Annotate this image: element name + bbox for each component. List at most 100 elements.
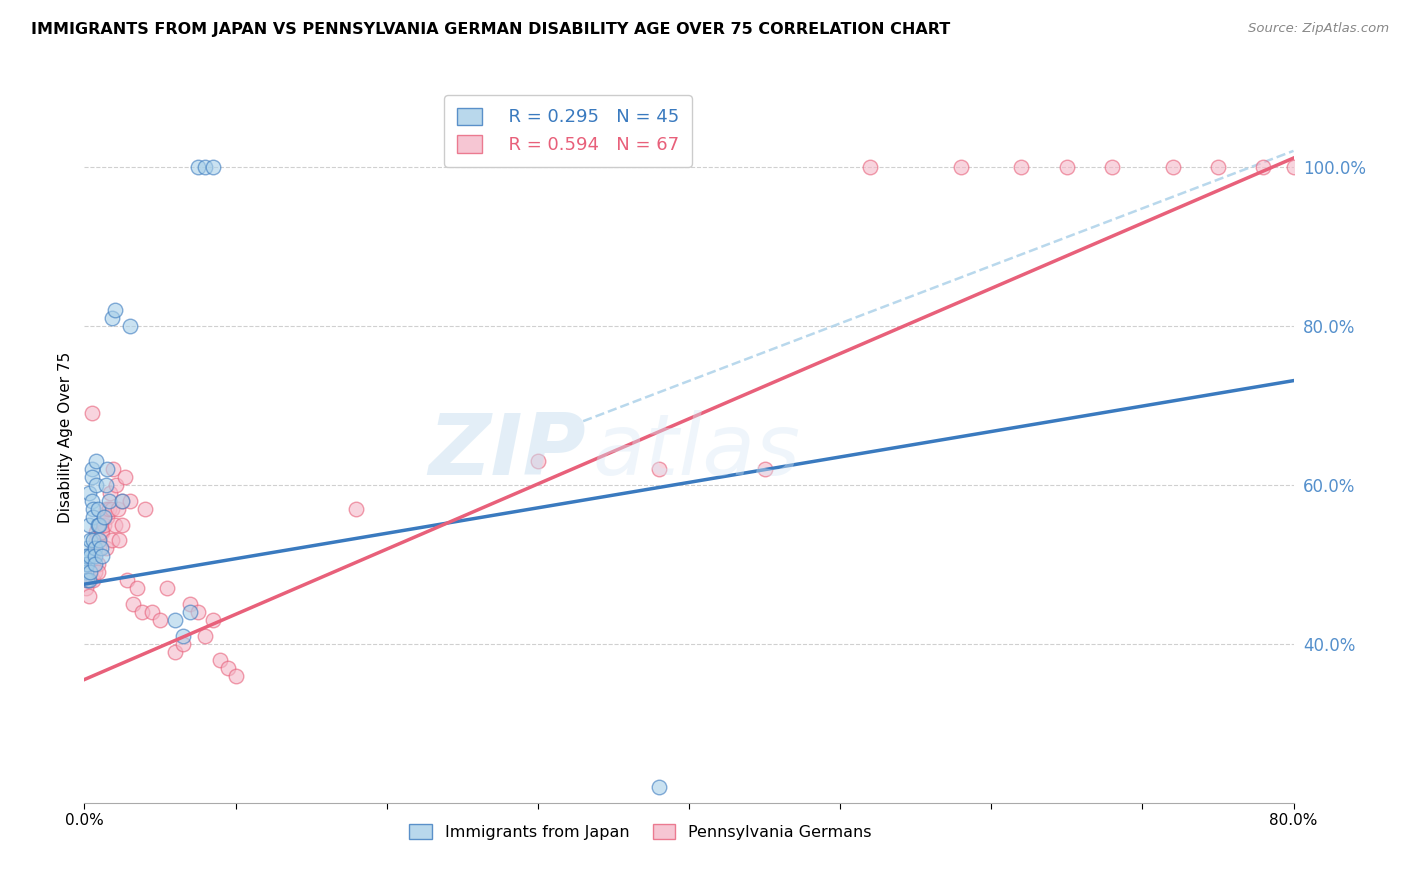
Point [77, 517, 100, 532]
Point [98, 485, 121, 500]
Point [648, 462, 671, 476]
Point [115, 573, 138, 587]
Point [194, 160, 217, 174]
Point [1056, 160, 1078, 174]
Point [84, 566, 107, 580]
Text: atlas: atlas [592, 410, 800, 493]
Point [79, 573, 101, 587]
Point [114, 470, 136, 484]
Point [90, 525, 112, 540]
Point [77, 589, 100, 603]
Point [97, 501, 120, 516]
Point [89, 541, 111, 556]
Legend: Immigrants from Japan, Pennsylvania Germans: Immigrants from Japan, Pennsylvania Germ… [399, 814, 882, 850]
Point [172, 637, 194, 651]
Point [187, 605, 209, 619]
Point [201, 160, 224, 174]
Point [80, 493, 103, 508]
Point [149, 613, 172, 627]
Point [107, 501, 129, 516]
Point [1313, 160, 1336, 174]
Point [86, 533, 108, 548]
Point [1206, 160, 1229, 174]
Point [1101, 160, 1123, 174]
Point [96, 509, 118, 524]
Point [134, 501, 156, 516]
Point [87, 566, 110, 580]
Point [82, 558, 104, 572]
Point [111, 517, 134, 532]
Point [187, 160, 209, 174]
Point [79, 566, 101, 580]
Point [179, 605, 201, 619]
Point [1161, 160, 1184, 174]
Point [194, 629, 217, 643]
Point [90, 541, 112, 556]
Point [91, 549, 114, 564]
Point [75, 566, 97, 580]
Point [209, 653, 232, 667]
Point [76, 558, 98, 572]
Point [172, 629, 194, 643]
Point [118, 318, 141, 333]
Point [84, 541, 107, 556]
Point [77, 573, 100, 587]
Point [87, 517, 110, 532]
Point [754, 462, 776, 476]
Point [156, 581, 179, 595]
Point [97, 493, 120, 508]
Point [1011, 160, 1033, 174]
Text: IMMIGRANTS FROM JAPAN VS PENNSYLVANIA GERMAN DISABILITY AGE OVER 75 CORRELATION : IMMIGRANTS FROM JAPAN VS PENNSYLVANIA GE… [31, 22, 950, 37]
Point [84, 558, 107, 572]
Point [108, 533, 131, 548]
Point [90, 517, 112, 532]
Point [111, 493, 134, 508]
Point [80, 470, 103, 484]
Point [950, 160, 973, 174]
Point [165, 645, 187, 659]
Point [1253, 160, 1275, 174]
Point [94, 541, 117, 556]
Point [179, 597, 201, 611]
Point [100, 310, 122, 325]
Point [93, 509, 115, 524]
Point [82, 501, 104, 516]
Point [79, 533, 101, 548]
Text: ZIP: ZIP [429, 410, 586, 493]
Point [80, 406, 103, 420]
Point [77, 485, 100, 500]
Point [76, 573, 98, 587]
Point [82, 509, 104, 524]
Point [86, 454, 108, 468]
Point [75, 549, 97, 564]
Point [165, 613, 187, 627]
Point [201, 613, 224, 627]
Point [76, 573, 98, 587]
Point [96, 462, 118, 476]
Point [89, 517, 111, 532]
Point [1282, 160, 1305, 174]
Point [104, 517, 127, 532]
Point [121, 597, 143, 611]
Point [100, 501, 122, 516]
Point [93, 517, 115, 532]
Point [94, 501, 117, 516]
Point [131, 605, 153, 619]
Point [100, 533, 122, 548]
Point [91, 525, 114, 540]
Point [86, 525, 108, 540]
Point [105, 477, 128, 491]
Point [89, 533, 111, 548]
Point [84, 541, 107, 556]
Point [80, 462, 103, 476]
Point [89, 533, 111, 548]
Point [93, 509, 115, 524]
Point [84, 549, 107, 564]
Point [75, 558, 97, 572]
Text: Source: ZipAtlas.com: Source: ZipAtlas.com [1249, 22, 1389, 36]
Point [82, 533, 104, 548]
Point [94, 477, 117, 491]
Point [79, 549, 101, 564]
Point [346, 501, 368, 516]
Point [118, 493, 141, 508]
